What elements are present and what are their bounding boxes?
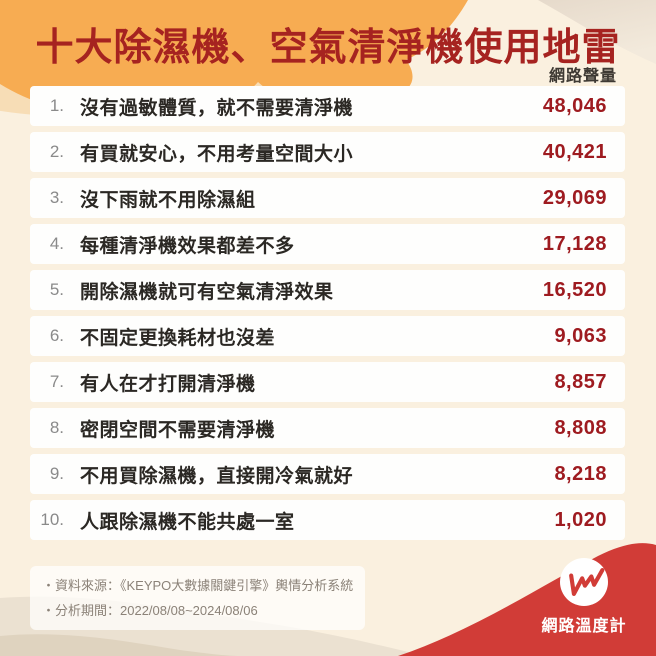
tan-corner-shape bbox=[538, 0, 656, 64]
column-header-volume: 網路聲量 bbox=[548, 68, 617, 85]
logo-label: 網路溫度計 bbox=[541, 618, 627, 635]
table-row: 10. 人跟除濕機不能共處一室 1,020 bbox=[30, 500, 625, 540]
ranking-list: 1. 沒有過敏體質，就不需要清淨機 48,046 2. 有買就安心，不用考量空間… bbox=[30, 86, 625, 546]
rank-number: 4. bbox=[49, 234, 64, 253]
row-value: 16,520 bbox=[542, 278, 607, 301]
row-value: 40,421 bbox=[542, 140, 607, 163]
row-value: 29,069 bbox=[542, 186, 607, 209]
rank-number: 10. bbox=[40, 510, 64, 529]
table-row: 3. 沒下雨就不用除濕組 29,069 bbox=[30, 178, 625, 218]
row-label: 開除濕機就可有空氣清淨效果 bbox=[80, 281, 334, 303]
row-value: 8,857 bbox=[554, 370, 607, 393]
row-value: 1,020 bbox=[554, 508, 607, 531]
row-label: 沒下雨就不用除濕組 bbox=[80, 189, 256, 211]
table-row: 5. 開除濕機就可有空氣清淨效果 16,520 bbox=[30, 270, 625, 310]
table-row: 8. 密閉空間不需要清淨機 8,808 bbox=[30, 408, 625, 448]
row-value: 48,046 bbox=[542, 94, 607, 117]
row-label: 有人在才打開清淨機 bbox=[80, 373, 256, 395]
row-value: 17,128 bbox=[542, 232, 607, 255]
period-line: ・分析期間：2022/08/08~2024/08/06 bbox=[42, 603, 258, 618]
row-label: 密閉空間不需要清淨機 bbox=[80, 419, 276, 441]
rank-number: 9. bbox=[49, 464, 64, 483]
trend-line-icon bbox=[569, 568, 605, 596]
table-row: 9. 不用買除濕機，直接開冷氣就好 8,218 bbox=[30, 454, 625, 494]
table-row: 4. 每種清淨機效果都差不多 17,128 bbox=[30, 224, 625, 264]
dailyview-logo bbox=[560, 558, 608, 606]
rank-number: 2. bbox=[49, 142, 64, 161]
rank-number: 3. bbox=[49, 188, 64, 207]
page-title: 十大除濕機、空氣清淨機使用地雷 bbox=[35, 27, 621, 69]
row-label: 沒有過敏體質，就不需要清淨機 bbox=[80, 97, 354, 119]
row-label: 人跟除濕機不能共處一室 bbox=[80, 511, 295, 533]
rank-number: 8. bbox=[49, 418, 64, 437]
table-row: 1. 沒有過敏體質，就不需要清淨機 48,046 bbox=[30, 86, 625, 126]
rank-number: 5. bbox=[49, 280, 64, 299]
rank-number: 6. bbox=[49, 326, 64, 345]
rank-number: 1. bbox=[49, 96, 64, 115]
table-row: 7. 有人在才打開清淨機 8,857 bbox=[30, 362, 625, 402]
row-label: 每種清淨機效果都差不多 bbox=[80, 235, 295, 257]
row-label: 不用買除濕機，直接開冷氣就好 bbox=[80, 465, 354, 487]
row-value: 9,063 bbox=[554, 324, 607, 347]
beige-wave-dark-shape bbox=[0, 634, 240, 656]
row-label: 不固定更換耗材也沒差 bbox=[80, 327, 276, 349]
source-line: ・資料來源：《KEYPO大數據關鍵引擎》輿情分析系統 bbox=[42, 578, 354, 593]
row-value: 8,218 bbox=[554, 462, 607, 485]
row-label: 有買就安心，不用考量空間大小 bbox=[80, 143, 354, 165]
row-value: 8,808 bbox=[554, 416, 607, 439]
orange-header-blob bbox=[0, 0, 468, 113]
source-note: ・資料來源：《KEYPO大數據關鍵引擎》輿情分析系統 ・分析期間：2022/08… bbox=[30, 566, 366, 630]
table-row: 6. 不固定更換耗材也沒差 9,063 bbox=[30, 316, 625, 356]
rank-number: 7. bbox=[49, 372, 64, 391]
table-row: 2. 有買就安心，不用考量空間大小 40,421 bbox=[30, 132, 625, 172]
